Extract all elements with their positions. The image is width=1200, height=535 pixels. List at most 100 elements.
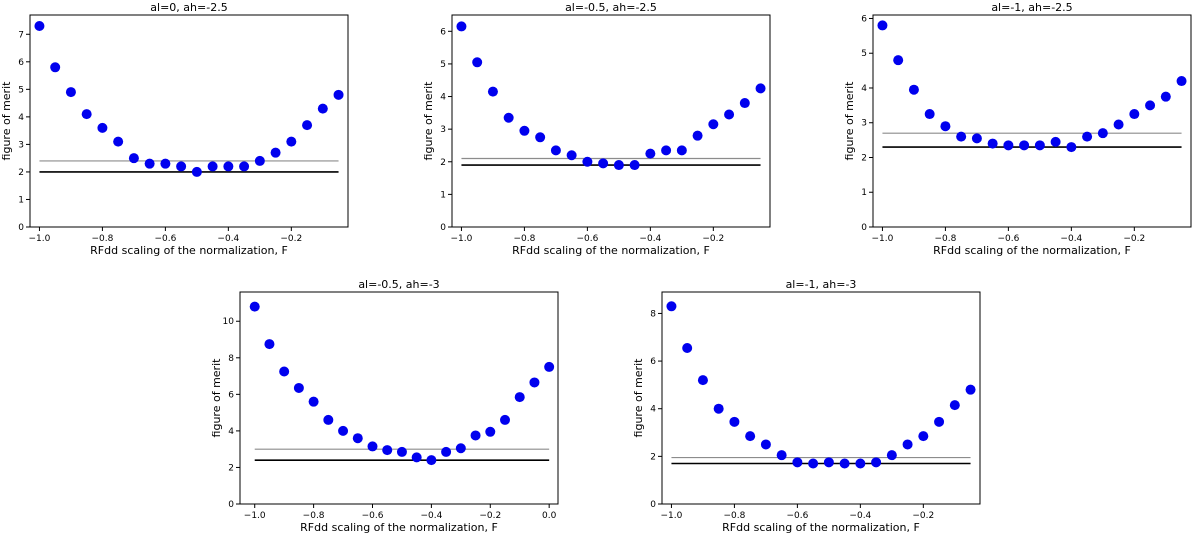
- data-point: [1145, 100, 1156, 111]
- data-point: [308, 396, 319, 407]
- data-point: [286, 136, 297, 147]
- data-point: [792, 457, 803, 468]
- chart-title: al=-0.5, ah=-2.5: [565, 1, 657, 14]
- data-point: [441, 446, 452, 457]
- y-tick-label: 3: [440, 125, 446, 135]
- data-point: [113, 136, 124, 147]
- data-point: [823, 457, 834, 468]
- data-point: [1160, 91, 1171, 102]
- data-point: [965, 384, 976, 395]
- data-point: [739, 98, 750, 109]
- y-tick-label: 4: [440, 93, 446, 103]
- x-tick-label: −1.0: [29, 234, 51, 244]
- data-point: [692, 130, 703, 141]
- data-point: [239, 161, 250, 172]
- x-axis-label: RFdd scaling of the normalization, F: [300, 521, 498, 534]
- data-point: [34, 21, 45, 32]
- x-tick-label: −0.6: [786, 511, 808, 521]
- data-point: [293, 382, 304, 393]
- data-point: [713, 403, 724, 414]
- x-axis-label: RFdd scaling of the normalization, F: [90, 244, 288, 257]
- x-tick-label: −0.4: [420, 511, 442, 521]
- data-point: [582, 156, 593, 167]
- data-point: [1113, 119, 1124, 130]
- y-tick-label: 0: [861, 223, 867, 233]
- chart-panel-2: al=-0.5, ah=-2.5 −1.0 −0.8 −0.6 −0.4 −0.2 0 1 2 3…: [422, 1, 771, 257]
- data-point: [1050, 136, 1061, 147]
- y-tick-label: 0: [650, 500, 656, 510]
- data-point: [160, 158, 171, 169]
- data-point: [1019, 140, 1030, 151]
- chart-panel-1: al=0, ah=-2.5 −1.0 −0.8 −0.6 −0.4 −0.2 0 1 2 3 4 5 6…: [0, 1, 349, 257]
- data-point: [550, 145, 561, 156]
- data-point: [760, 439, 771, 450]
- x-tick-label: −0.8: [723, 511, 745, 521]
- data-point: [544, 361, 555, 372]
- data-point: [50, 62, 61, 73]
- data-point: [223, 161, 234, 172]
- data-point: [270, 147, 281, 158]
- x-tick-label: 0.0: [542, 511, 557, 521]
- data-point: [1066, 142, 1077, 153]
- y-tick-label: 1: [440, 190, 446, 200]
- data-point: [338, 425, 349, 436]
- data-point: [745, 431, 756, 442]
- data-point: [956, 131, 967, 142]
- y-tick-label: 3: [861, 119, 867, 129]
- data-point: [81, 109, 92, 120]
- y-tick-label: 5: [861, 49, 867, 59]
- chart-panel-5: al=-1, ah=-3 −1.0 −0.8 −0.6 −0.4 −0.2 0 2 4 6 8 RFd…: [632, 278, 981, 534]
- data-point: [924, 109, 935, 120]
- data-point: [472, 57, 483, 68]
- x-tick-label: −0.4: [639, 234, 661, 244]
- y-tick-label: 6: [18, 58, 24, 68]
- data-point: [1176, 76, 1187, 87]
- x-tick-label: −1.0: [872, 234, 894, 244]
- data-point: [708, 119, 719, 130]
- data-point: [426, 455, 437, 466]
- data-point: [514, 392, 525, 403]
- x-tick-label: −0.2: [912, 511, 934, 521]
- data-point: [755, 83, 766, 94]
- data-point: [893, 55, 904, 66]
- data-point: [456, 21, 467, 32]
- y-tick-label: 5: [18, 85, 24, 95]
- data-point: [302, 120, 313, 131]
- y-tick-label: 2: [18, 168, 24, 178]
- data-point: [500, 414, 510, 425]
- y-tick-label: 10: [223, 317, 235, 327]
- data-point: [65, 87, 76, 98]
- x-tick-label: −0.4: [217, 234, 239, 244]
- data-point: [682, 342, 693, 353]
- data-point: [776, 450, 787, 461]
- chart-title: al=-0.5, ah=-3: [358, 278, 439, 291]
- data-point: [724, 109, 735, 120]
- x-tick-label: −0.4: [849, 511, 871, 521]
- data-point: [629, 160, 640, 171]
- chart-panel-3: al=-1, ah=-2.5 −1.0 −0.8 −0.6 −0.4 −0.2 0 1 2 3 4 5…: [843, 1, 1192, 257]
- data-point: [918, 431, 929, 442]
- y-tick-label: 2: [650, 452, 656, 462]
- data-point: [645, 148, 656, 159]
- x-tick-label: −0.8: [91, 234, 113, 244]
- data-point: [902, 439, 913, 450]
- x-tick-label: −0.2: [479, 511, 501, 521]
- data-point: [128, 153, 139, 164]
- x-tick-label: −0.6: [154, 234, 176, 244]
- chart-title: al=0, ah=-2.5: [150, 1, 227, 14]
- plot-frame: [661, 291, 981, 505]
- data-point: [934, 416, 945, 427]
- data-point: [396, 446, 407, 457]
- y-tick-label: 6: [861, 14, 867, 24]
- x-tick-label: −0.6: [362, 511, 384, 521]
- data-point: [519, 125, 530, 136]
- x-tick-label: −0.2: [1123, 234, 1145, 244]
- data-point: [279, 366, 290, 377]
- y-tick-label: 0: [18, 223, 24, 233]
- chart-panel-4: al=-0.5, ah=-3 −1.0 −0.8 −0.6 −0.4 −0.2 0.0 0 2 4…: [210, 278, 559, 534]
- x-tick-label: −1.0: [451, 234, 473, 244]
- y-tick-label: 4: [228, 427, 234, 437]
- y-tick-label: 2: [440, 158, 446, 168]
- data-point: [661, 145, 672, 156]
- y-tick-label: 2: [861, 153, 867, 163]
